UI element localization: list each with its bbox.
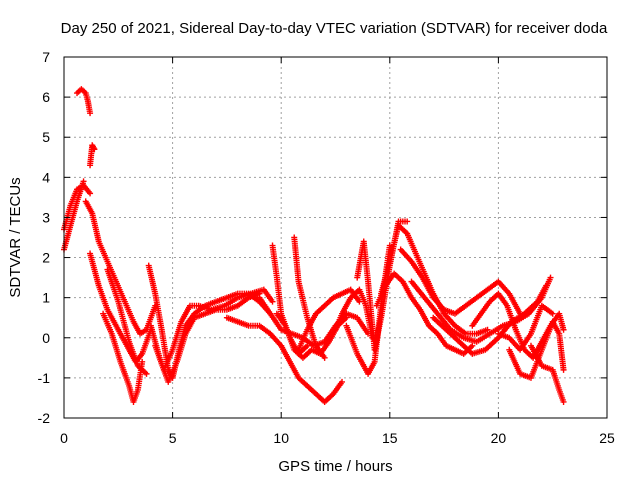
x-tick-label: 10 [273, 430, 289, 446]
data-point [404, 218, 411, 225]
series-t4 [87, 142, 98, 169]
y-tick-label: 0 [42, 330, 50, 346]
data-point [560, 398, 567, 405]
x-tick-label: 20 [491, 430, 507, 446]
data-point [143, 370, 150, 377]
data-point [269, 298, 276, 305]
y-tick-label: 1 [42, 290, 50, 306]
series-t30 [495, 302, 556, 353]
data-point [343, 314, 350, 321]
data-point [547, 274, 554, 281]
series-t11 [152, 286, 276, 373]
y-tick-label: 4 [42, 169, 50, 185]
x-tick-label: 15 [382, 430, 398, 446]
series-t26 [430, 282, 550, 357]
data-point [139, 358, 146, 365]
data-point [304, 342, 311, 349]
series-t24 [397, 246, 524, 317]
data-point [549, 310, 556, 317]
series-t2 [61, 178, 87, 253]
y-tick-label: 7 [42, 49, 50, 65]
data-point [80, 178, 87, 185]
plot-frame [63, 56, 608, 419]
x-axis-title: GPS time / hours [278, 458, 392, 475]
series-t16 [278, 342, 346, 405]
data-point [339, 378, 346, 385]
y-tick-label: 3 [42, 209, 50, 225]
data-point [484, 326, 491, 333]
y-tick-label: 5 [42, 129, 50, 145]
y-tick-label: 2 [42, 250, 50, 266]
axis-ticks: 0 5 10 15 20 25 -2 -1 0 1 2 3 4 5 6 7 [38, 49, 615, 446]
series-t3 [74, 86, 94, 117]
data-point [87, 110, 94, 117]
series-t8 [104, 266, 150, 377]
data-point [321, 354, 328, 361]
y-tick-label: 6 [42, 89, 50, 105]
series-t17 [273, 310, 350, 361]
y-tick-label: -1 [38, 370, 51, 386]
data-point [386, 242, 393, 249]
x-tick-label: 0 [60, 430, 68, 446]
x-tick-label: 5 [169, 430, 177, 446]
data-point [469, 342, 476, 349]
data-point [91, 146, 98, 153]
data-point [560, 366, 567, 373]
series-t29 [527, 342, 567, 405]
data-point [560, 326, 567, 333]
chart-title: Day 250 of 2021, Sidereal Day-to-day VTE… [61, 20, 608, 37]
series-t23 [373, 270, 476, 357]
series-t12 [223, 314, 285, 349]
grid-lines [64, 57, 607, 418]
y-tick-label: -2 [38, 410, 51, 426]
data-point [543, 282, 550, 289]
series-t9 [145, 262, 274, 381]
y-axis-title: SDTVAR / TECUs [7, 177, 24, 297]
series-t5 [82, 198, 159, 337]
series-t28 [506, 318, 567, 381]
x-tick-label: 25 [599, 430, 615, 446]
data-point [87, 190, 94, 197]
series-t7 [100, 310, 146, 405]
data-points [61, 86, 567, 405]
